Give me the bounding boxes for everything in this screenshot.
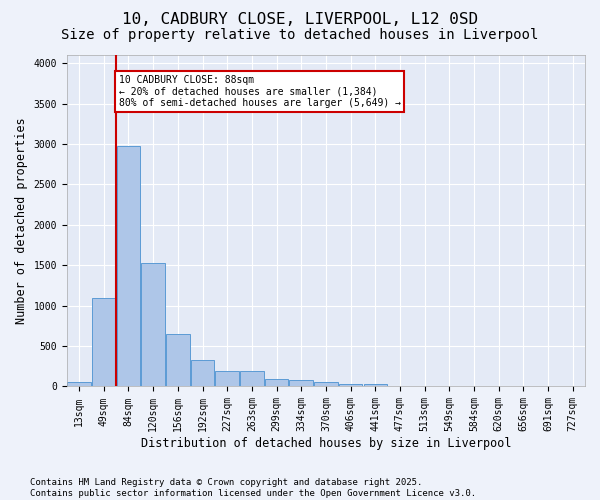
Bar	[240, 371, 263, 386]
Bar	[339, 384, 362, 386]
Bar	[67, 382, 91, 386]
Bar	[314, 382, 338, 386]
Bar	[265, 379, 288, 386]
Bar	[117, 146, 140, 386]
Bar	[364, 384, 387, 386]
X-axis label: Distribution of detached houses by size in Liverpool: Distribution of detached houses by size …	[140, 437, 511, 450]
Text: Contains HM Land Registry data © Crown copyright and database right 2025.
Contai: Contains HM Land Registry data © Crown c…	[30, 478, 476, 498]
Bar	[191, 360, 214, 386]
Bar	[215, 371, 239, 386]
Y-axis label: Number of detached properties: Number of detached properties	[15, 118, 28, 324]
Bar	[142, 263, 165, 386]
Text: 10, CADBURY CLOSE, LIVERPOOL, L12 0SD: 10, CADBURY CLOSE, LIVERPOOL, L12 0SD	[122, 12, 478, 28]
Text: 10 CADBURY CLOSE: 88sqm
← 20% of detached houses are smaller (1,384)
80% of semi: 10 CADBURY CLOSE: 88sqm ← 20% of detache…	[119, 75, 401, 108]
Text: Size of property relative to detached houses in Liverpool: Size of property relative to detached ho…	[61, 28, 539, 42]
Bar	[166, 334, 190, 386]
Bar	[289, 380, 313, 386]
Bar	[92, 298, 116, 386]
